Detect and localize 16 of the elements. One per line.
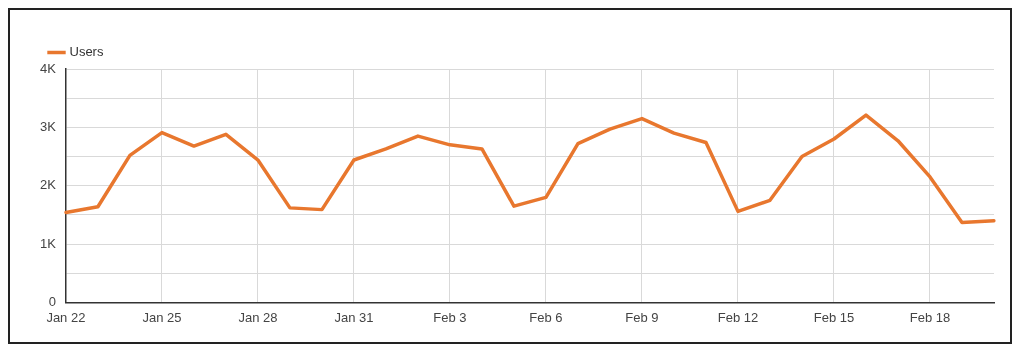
- x-tick-label: Jan 22: [46, 309, 86, 325]
- x-tick-label: Feb 6: [529, 309, 563, 325]
- x-tick-label: Jan 25: [142, 309, 182, 325]
- x-tick-label: Feb 9: [625, 309, 659, 325]
- y-tick-label: 0: [48, 293, 56, 309]
- x-tick-label: Jan 31: [334, 309, 374, 325]
- y-tick-label: 3K: [39, 118, 57, 134]
- legend-label: Users: [69, 44, 104, 60]
- y-tick-label: 1K: [39, 235, 57, 251]
- y-tick-label: 2K: [39, 177, 57, 193]
- x-tick-label: Feb 18: [909, 309, 951, 325]
- x-tick-label: Feb 12: [717, 309, 759, 325]
- y-tick-label: 4K: [39, 60, 57, 76]
- x-tick-label: Feb 3: [433, 309, 467, 325]
- x-tick-label: Feb 15: [813, 309, 855, 325]
- x-tick-label: Jan 28: [238, 309, 278, 325]
